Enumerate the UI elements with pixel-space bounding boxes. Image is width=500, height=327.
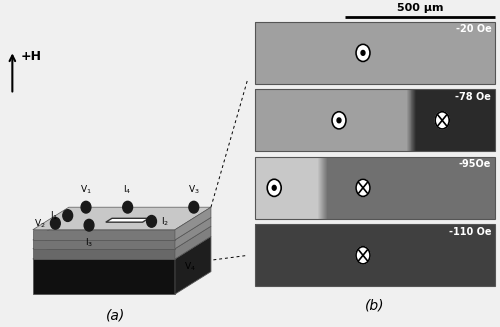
Text: I$_4$: I$_4$	[124, 183, 132, 196]
Bar	[255, 224, 495, 286]
Circle shape	[356, 179, 370, 197]
Text: V$_4$: V$_4$	[184, 260, 196, 273]
Bar	[255, 22, 495, 84]
Circle shape	[435, 112, 449, 129]
Text: (a): (a)	[106, 308, 125, 322]
Polygon shape	[106, 218, 148, 222]
Text: -78 Oe: -78 Oe	[456, 92, 491, 102]
Text: (b): (b)	[365, 298, 385, 312]
Text: V$_1$: V$_1$	[80, 183, 92, 196]
Circle shape	[122, 201, 132, 213]
Polygon shape	[175, 207, 211, 240]
Polygon shape	[33, 207, 211, 230]
Polygon shape	[33, 236, 211, 259]
Circle shape	[272, 185, 276, 190]
Bar	[255, 89, 495, 151]
Polygon shape	[33, 217, 211, 240]
Polygon shape	[175, 226, 211, 259]
Text: I$_1$: I$_1$	[50, 209, 58, 222]
Polygon shape	[175, 217, 211, 249]
Bar	[255, 157, 495, 219]
Circle shape	[63, 210, 72, 221]
Polygon shape	[175, 236, 211, 294]
Text: 500 μm: 500 μm	[397, 3, 444, 13]
Circle shape	[337, 118, 341, 123]
Text: V$_3$: V$_3$	[188, 183, 200, 196]
Bar	[255, 224, 495, 286]
Bar	[411, 89, 495, 151]
Bar	[255, 22, 495, 84]
Circle shape	[81, 201, 91, 213]
Circle shape	[189, 201, 198, 213]
Polygon shape	[33, 240, 175, 249]
Circle shape	[84, 219, 94, 231]
Bar	[255, 89, 411, 151]
Polygon shape	[33, 249, 175, 259]
Text: -20 Oe: -20 Oe	[456, 25, 491, 34]
Text: I$_2$: I$_2$	[161, 215, 169, 228]
Text: -110 Oe: -110 Oe	[449, 227, 491, 237]
Text: I$_3$: I$_3$	[85, 236, 93, 249]
Bar	[322, 157, 495, 219]
Circle shape	[50, 217, 60, 229]
Text: -95Oe: -95Oe	[459, 159, 491, 169]
Circle shape	[356, 247, 370, 264]
Circle shape	[332, 112, 346, 129]
Bar	[255, 157, 322, 219]
Text: +H: +H	[21, 50, 42, 63]
Polygon shape	[33, 230, 175, 240]
Circle shape	[267, 179, 281, 197]
Polygon shape	[33, 226, 211, 249]
Polygon shape	[33, 259, 175, 294]
Circle shape	[356, 44, 370, 61]
Circle shape	[361, 50, 365, 55]
Text: V$_2$: V$_2$	[34, 217, 46, 230]
Circle shape	[146, 215, 156, 227]
